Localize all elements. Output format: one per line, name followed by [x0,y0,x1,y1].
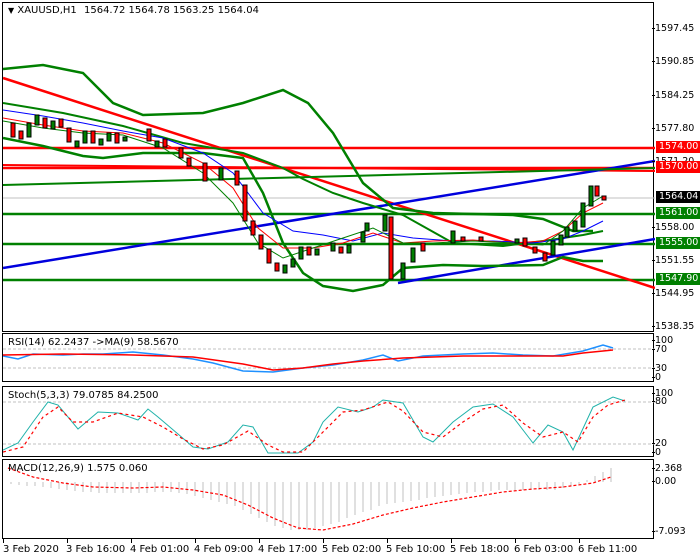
price-tick: 1538.35 [651,321,695,332]
price-tick: 1544.95 [651,288,695,299]
time-tick: 6 Feb 11:00 [578,544,638,555]
chart-title: ▼ XAUUSD,H1 1564.72 1564.78 1563.25 1564… [8,5,259,16]
macd-canvas [7,467,612,531]
candlesticks [10,114,607,280]
time-tick: 5 Feb 02:00 [322,544,382,555]
symbol-timeframe: XAUUSD,H1 [17,5,77,16]
level-label-1555: 1555.00 [656,237,700,249]
time-tick: 4 Feb 01:00 [130,544,190,555]
rsi-panel[interactable]: RSI(14) 62.2437 ->MA(9) 58.5670 [2,333,655,382]
macd-tick: 0.00 [651,476,677,487]
macd-tick: 2.368 [651,463,683,474]
stochastic-title: Stoch(5,3,3) 79.0785 84.2500 [8,390,159,401]
rsi-tick: 0 [651,372,662,383]
level-label-1574: 1574.00 [656,141,700,153]
rsi-tick: 30 [651,363,668,374]
level-label-1547-90: 1547.90 [656,273,700,285]
time-tick: 3 Feb 2020 [3,544,59,555]
time-tick: 3 Feb 16:00 [66,544,126,555]
time-tick: 5 Feb 10:00 [386,544,446,555]
price-tick: 1558.00 [651,222,695,233]
stoch-tick: 0 [651,447,662,458]
macd-tick: -7.093 [652,526,686,537]
time-tick: 5 Feb 18:00 [450,544,510,555]
price-tick: 1597.45 [651,23,695,34]
stochastic-canvas [3,396,655,454]
stoch-tick: 100 [651,388,674,399]
level-label-1561: 1561.00 [656,207,700,219]
time-tick: 6 Feb 03:00 [514,544,574,555]
time-tick: 4 Feb 17:00 [258,544,318,555]
rsi-axis: 100 70 30 0 [651,333,700,383]
ohlc-values: 1564.72 1564.78 1563.25 1564.04 [83,5,259,16]
price-axis: 1597.45 1590.85 1584.25 1577.80 1571.20 … [651,0,700,332]
rsi-tick: 100 [651,335,674,346]
stochastic-panel[interactable]: Stoch(5,3,3) 79.0785 84.2500 [2,386,655,457]
price-chart-canvas [3,63,655,293]
rsi-canvas [3,344,655,373]
triangle-down-icon[interactable]: ▼ [8,6,15,15]
price-tick: 1577.80 [651,123,695,134]
price-tick: 1551.55 [651,255,695,266]
stoch-tick: 20 [651,438,668,449]
rsi-title: RSI(14) 62.2437 ->MA(9) 58.5670 [8,337,179,348]
macd-panel[interactable]: MACD(12,26,9) 1.575 0.060 [2,459,654,539]
time-tick: 4 Feb 09:00 [194,544,254,555]
price-tick: 1584.25 [651,90,695,101]
level-label-1570: 1570.00 [656,161,700,173]
main-price-chart[interactable]: ▼ XAUUSD,H1 1564.72 1564.78 1563.25 1564… [2,2,655,332]
macd-axis: 2.368 0.00 -7.093 [651,459,700,539]
stoch-tick: 80 [651,396,668,407]
price-tick: 1590.85 [651,56,695,67]
stochastic-axis: 100 80 20 0 [651,386,700,458]
current-price-label: 1564.04 [656,191,700,203]
rsi-tick: 70 [651,344,668,355]
macd-title: MACD(12,26,9) 1.575 0.060 [8,463,148,474]
